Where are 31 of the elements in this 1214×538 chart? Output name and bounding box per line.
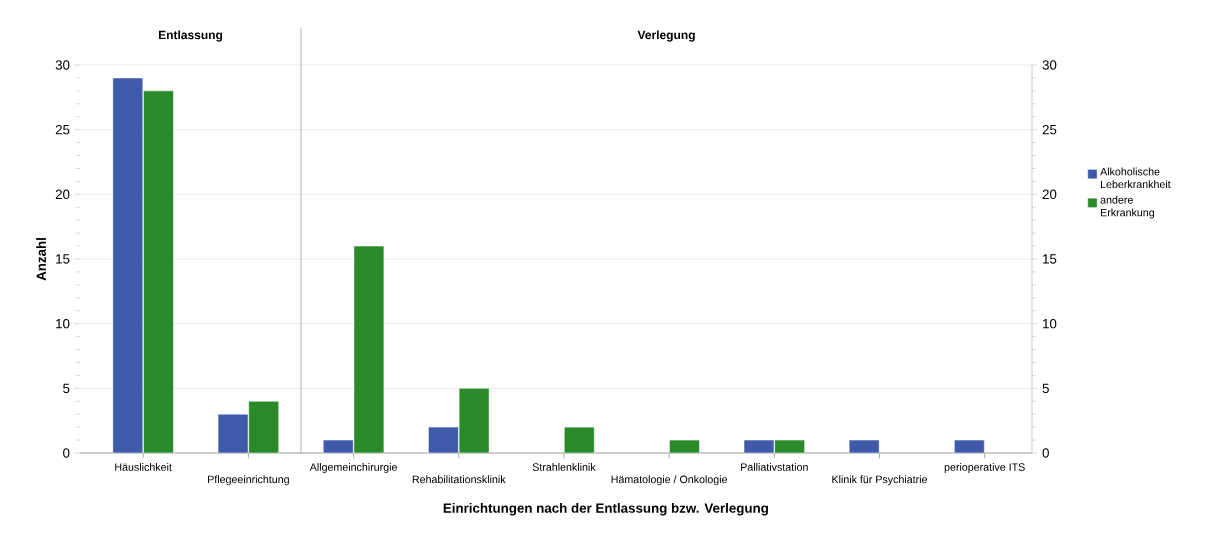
x-tick-label: Allgemeinchirurgie bbox=[309, 463, 397, 473]
x-tick-label: Strahlenklinik bbox=[532, 463, 596, 471]
y-tick-label: 10 bbox=[56, 318, 70, 329]
y-tick-label: 30 bbox=[55, 60, 70, 70]
x-tick-label: Pflegeeinrichtung bbox=[208, 475, 289, 486]
y-tick-label: 20 bbox=[1042, 189, 1057, 200]
bar bbox=[428, 426, 459, 453]
y-tick-label: 25 bbox=[55, 124, 70, 135]
chart-title: Entlassung bbox=[158, 30, 223, 42]
bar bbox=[669, 439, 700, 453]
y-tick-label: 5 bbox=[1042, 383, 1049, 393]
x-tick-label: Hämatologie / Onkologie bbox=[611, 475, 728, 486]
y-tick-label: 15 bbox=[1043, 254, 1057, 264]
bar bbox=[564, 426, 595, 453]
x-tick-label: perioperative ITS bbox=[944, 463, 1025, 473]
y-tick-label: 10 bbox=[1043, 318, 1057, 329]
x-tick-label: Rehabilitationsklinik bbox=[412, 475, 506, 484]
y-tick-label: 25 bbox=[1042, 124, 1057, 135]
y-tick-label: 0 bbox=[63, 448, 70, 458]
legend-label: andere Erkrankung bbox=[1100, 195, 1154, 219]
y-tick-label: 20 bbox=[55, 189, 70, 200]
chart-title: Verlegung bbox=[637, 30, 695, 42]
x-tick-label: Häuslichkeit bbox=[115, 463, 172, 471]
y-tick-label: 5 bbox=[63, 383, 70, 393]
y-tick-label: 30 bbox=[1042, 60, 1057, 70]
y-tick-label: 15 bbox=[56, 254, 70, 264]
x-tick-label: Palliativstation bbox=[741, 463, 808, 471]
x-tick-label: Klinik für Psychiatrie bbox=[832, 475, 928, 486]
x-axis-title: Einrichtungen nach der Entlassung bzw. Verlegung bbox=[443, 503, 768, 516]
y-tick-label: 0 bbox=[1042, 448, 1049, 458]
y-axis-title: Anzahl bbox=[36, 238, 46, 281]
